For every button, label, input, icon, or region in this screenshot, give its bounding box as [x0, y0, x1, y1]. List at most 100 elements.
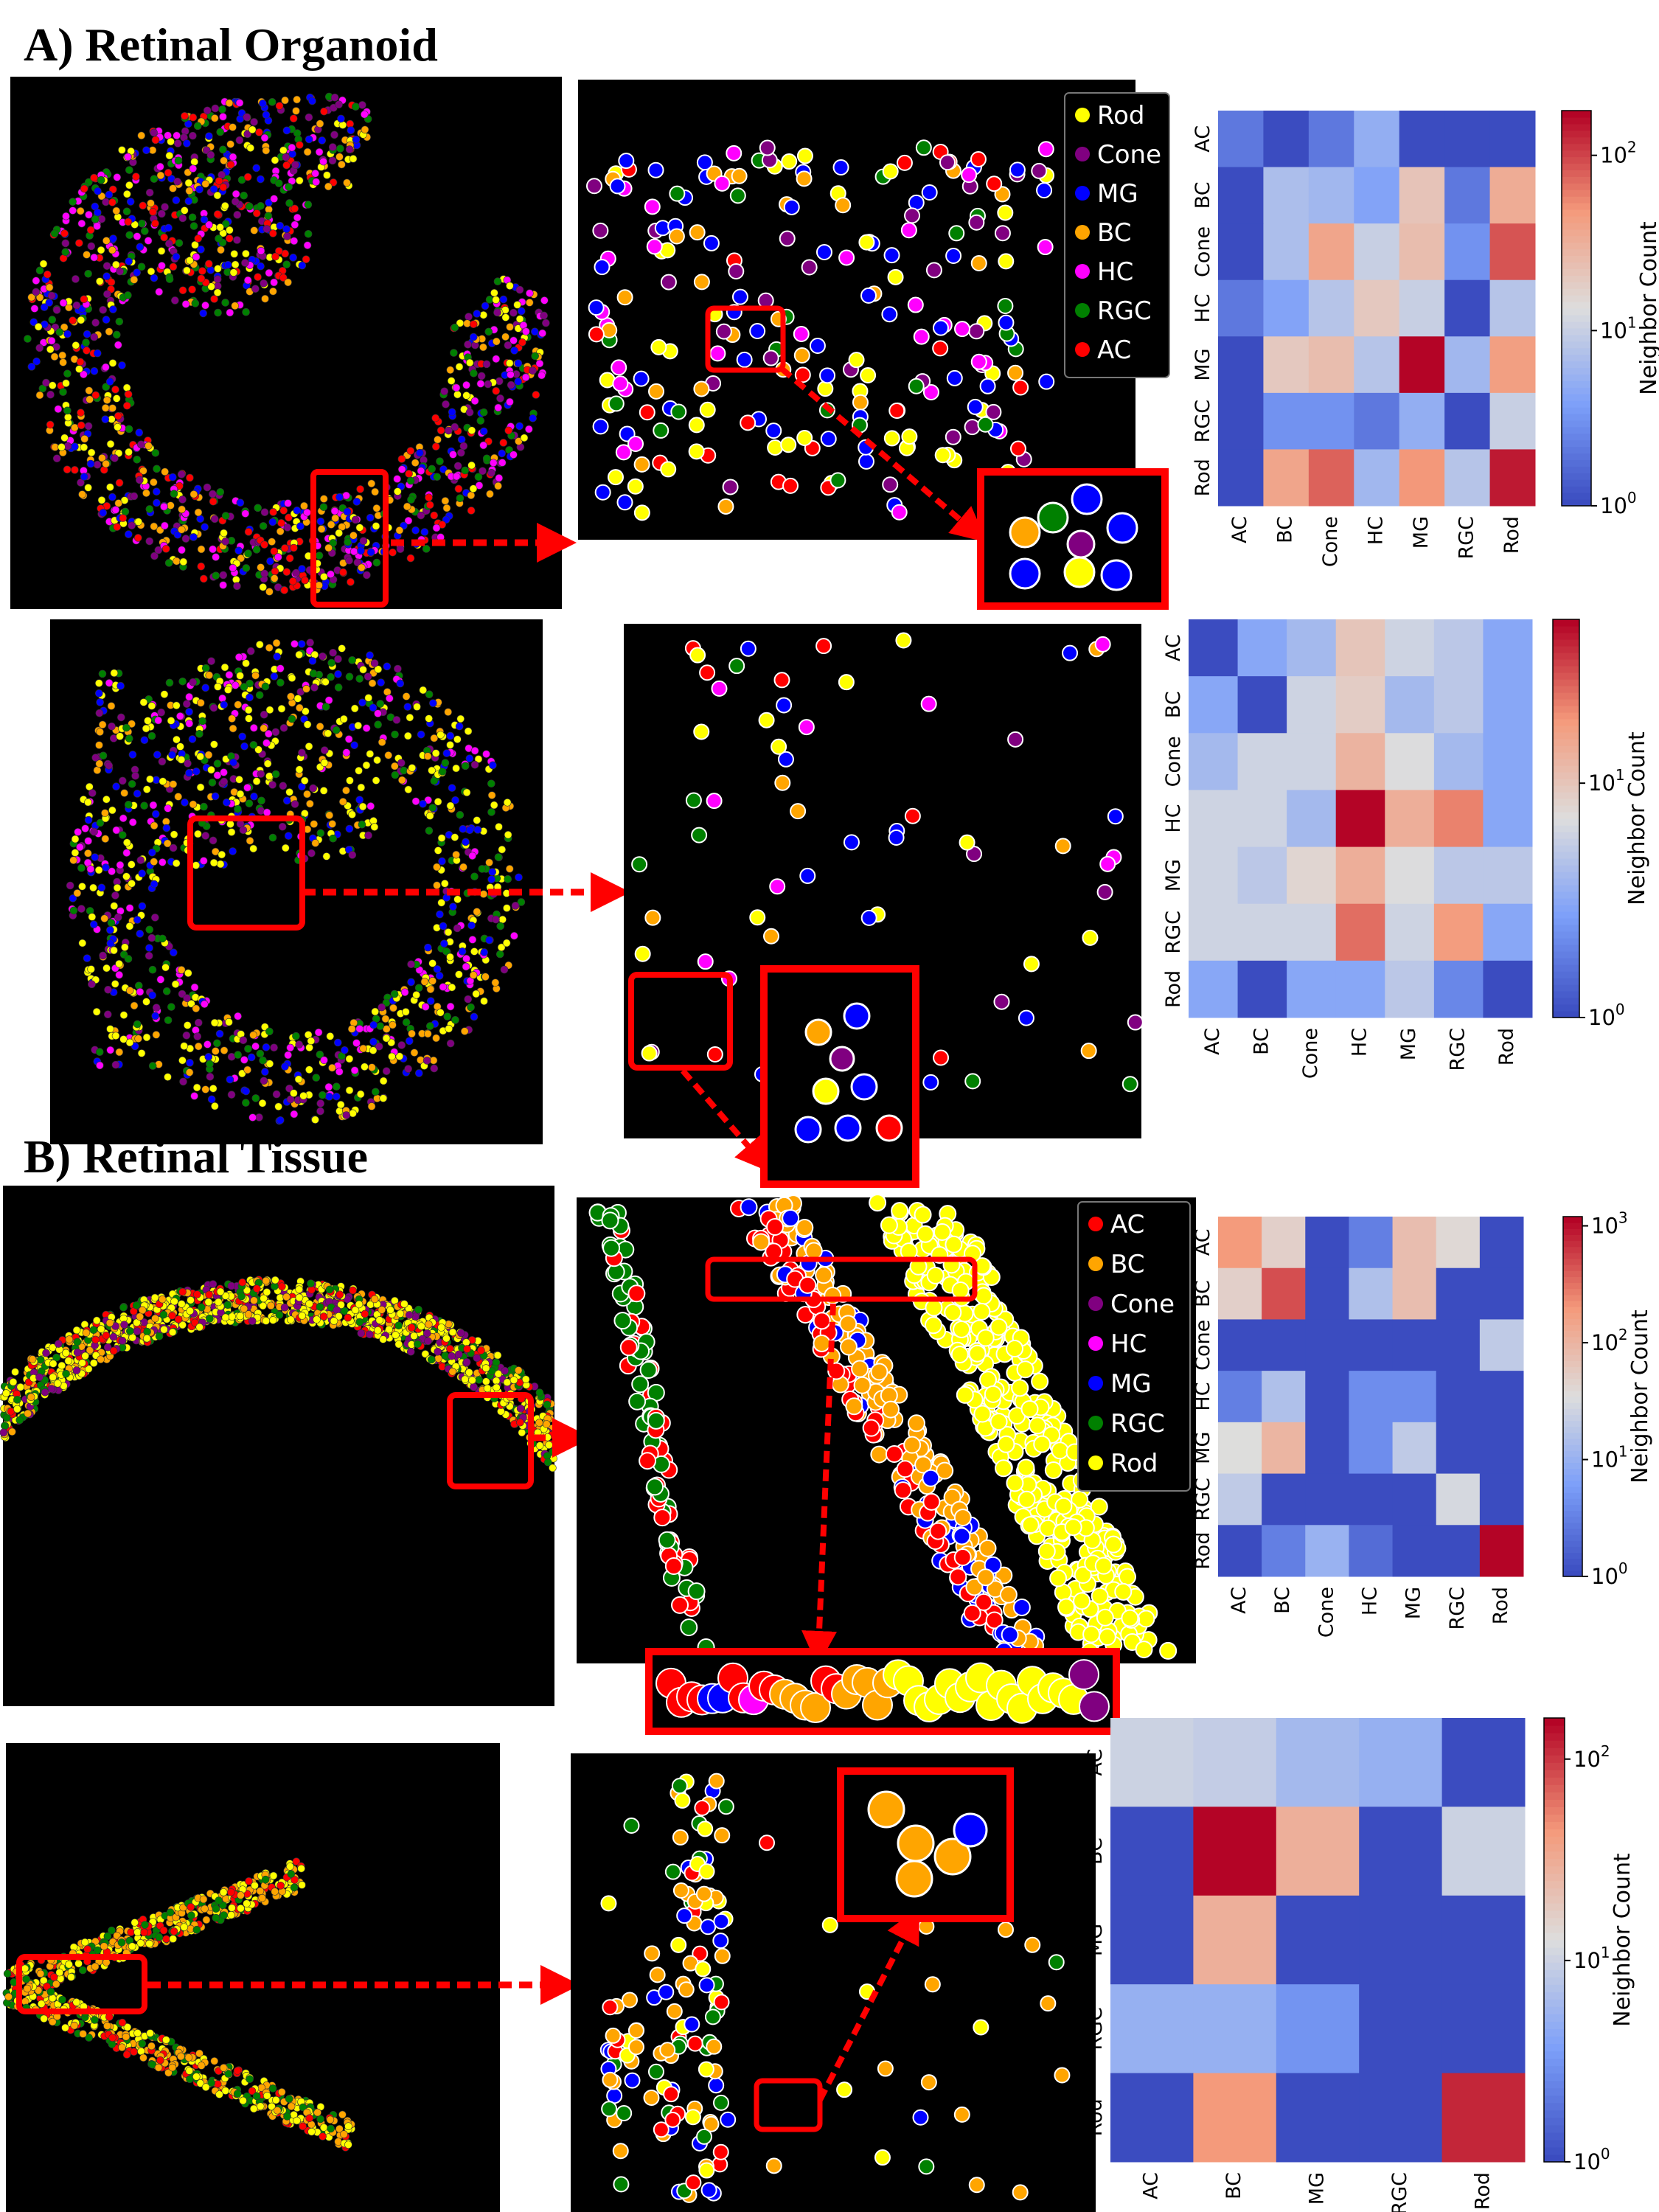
colorbar-segment — [1562, 229, 1591, 237]
cell-dot — [495, 474, 503, 481]
cell-dot — [169, 1329, 176, 1336]
cell-dot — [449, 903, 456, 911]
cell-dot — [378, 1004, 386, 1011]
cell-dot — [257, 202, 265, 209]
cell-dot — [210, 704, 218, 712]
cell-dot — [129, 818, 136, 826]
cell-dot — [495, 823, 503, 830]
cell-dot — [250, 724, 257, 731]
cell-dot — [183, 1032, 190, 1039]
cell-dot — [235, 547, 243, 554]
cell-dot — [1062, 646, 1077, 661]
cell-dot — [994, 995, 1009, 1009]
cell-dot — [103, 262, 111, 270]
cell-dot — [24, 1410, 32, 1417]
cell-dot — [60, 299, 67, 307]
cell-dot — [438, 835, 445, 842]
cell-dot — [628, 437, 643, 451]
cell-dot — [323, 172, 330, 179]
cell-dot — [286, 554, 293, 562]
cell-dot — [234, 1051, 242, 1059]
cell-dot — [140, 698, 147, 706]
cell-dot — [479, 344, 487, 351]
cell-dot — [77, 207, 84, 215]
colorbar-segment — [1553, 971, 1579, 978]
cell-dot — [288, 715, 296, 723]
cell-dot — [407, 1348, 414, 1355]
cell-dot — [82, 825, 89, 832]
cell-dot — [800, 869, 815, 883]
cell-dot — [183, 267, 190, 274]
cell-dot — [411, 1049, 418, 1057]
cell-dot — [708, 1047, 723, 1062]
cell-dot — [671, 404, 686, 419]
cell-dot — [266, 1060, 274, 1068]
cell-dot — [227, 161, 234, 168]
heatmap-row-label: BC — [1162, 691, 1185, 718]
organoid-2-neighbor-heatmap: ACBCConeHCMGRGCRodAC BC Cone HC MG RGC Rod1011… — [1162, 619, 1650, 1079]
cell-dot — [488, 876, 495, 883]
cell-dot — [892, 505, 907, 520]
cell-dot — [465, 1368, 473, 1376]
cell-dot — [147, 200, 154, 207]
cell-dot — [456, 723, 463, 730]
cell-dot — [167, 1004, 175, 1011]
cell-dot — [48, 292, 55, 299]
colorbar-segment — [1562, 216, 1591, 223]
cell-dot — [496, 394, 504, 402]
cell-dot — [462, 963, 470, 970]
cell-dot — [1, 1422, 8, 1430]
heatmap-cell — [1490, 280, 1536, 337]
cell-dot — [317, 830, 324, 837]
cell-dot — [237, 1312, 244, 1320]
cell-dot — [250, 793, 257, 800]
cell-dot — [710, 346, 725, 361]
colorbar-segment — [1553, 619, 1579, 627]
cell-dot — [271, 195, 278, 203]
cell-dot — [47, 391, 55, 398]
cell-dot — [634, 372, 649, 386]
cell-dot — [718, 499, 733, 514]
cell-dot — [269, 834, 276, 841]
cell-dot — [170, 490, 178, 498]
colorbar-segment — [1562, 288, 1591, 296]
cell-dot — [150, 129, 158, 136]
heatmap-cell — [1309, 111, 1354, 167]
cell-dot — [628, 479, 643, 494]
cell-dot — [518, 338, 526, 346]
cell-dot — [470, 1013, 478, 1020]
cell-dot — [153, 488, 160, 495]
colorbar-segment — [1562, 414, 1591, 421]
cell-dot — [649, 384, 664, 399]
cell-dot — [529, 367, 536, 375]
cell-dot — [131, 1002, 138, 1009]
cell-dot — [257, 247, 265, 254]
heatmap-cell — [1354, 393, 1399, 450]
heatmap-col-label: AC — [1201, 1028, 1224, 1055]
cell-dot — [153, 499, 160, 507]
cell-dot — [283, 226, 291, 233]
cell-dot — [152, 449, 159, 456]
cell-dot — [712, 681, 726, 696]
cell-dot — [454, 462, 462, 470]
cell-dot — [366, 1331, 373, 1338]
cell-dot — [501, 966, 508, 973]
cell-dot — [392, 1332, 399, 1339]
cell-dot — [211, 114, 218, 122]
cell-dot — [276, 1116, 284, 1124]
cell-dot — [500, 296, 507, 303]
cell-dot — [737, 352, 752, 367]
cell-dot — [396, 526, 403, 534]
cell-dot — [343, 749, 350, 757]
cell-dot — [327, 571, 335, 578]
cell-dot — [260, 711, 268, 718]
cell-dot — [243, 660, 250, 667]
cell-dot — [526, 299, 533, 306]
cell-dot — [132, 173, 139, 181]
cell-dot — [265, 212, 272, 220]
cell-dot — [532, 391, 540, 398]
cell-dot — [468, 922, 476, 929]
cell-dot — [137, 441, 145, 448]
cell-dot — [112, 506, 119, 513]
cell-dot — [27, 1394, 35, 1401]
